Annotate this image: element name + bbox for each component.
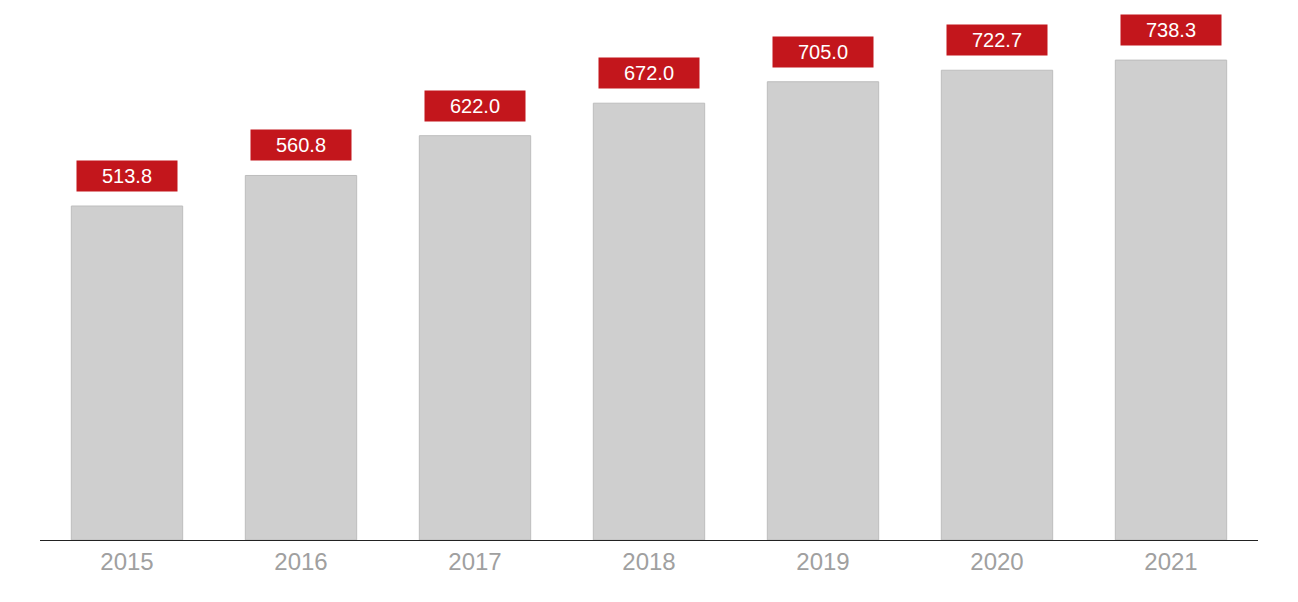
svg-text:722.7: 722.7 — [972, 29, 1022, 51]
svg-text:2016: 2016 — [274, 548, 327, 575]
svg-text:672.0: 672.0 — [624, 62, 674, 84]
svg-text:2019: 2019 — [796, 548, 849, 575]
svg-text:622.0: 622.0 — [450, 95, 500, 117]
svg-text:2021: 2021 — [1144, 548, 1197, 575]
svg-text:2020: 2020 — [970, 548, 1023, 575]
svg-text:738.3: 738.3 — [1146, 19, 1196, 41]
svg-text:2018: 2018 — [622, 548, 675, 575]
svg-text:2017: 2017 — [448, 548, 501, 575]
svg-text:560.8: 560.8 — [276, 134, 326, 156]
svg-text:2015: 2015 — [100, 548, 153, 575]
svg-text:513.8: 513.8 — [102, 165, 152, 187]
svg-text:705.0: 705.0 — [798, 41, 848, 63]
